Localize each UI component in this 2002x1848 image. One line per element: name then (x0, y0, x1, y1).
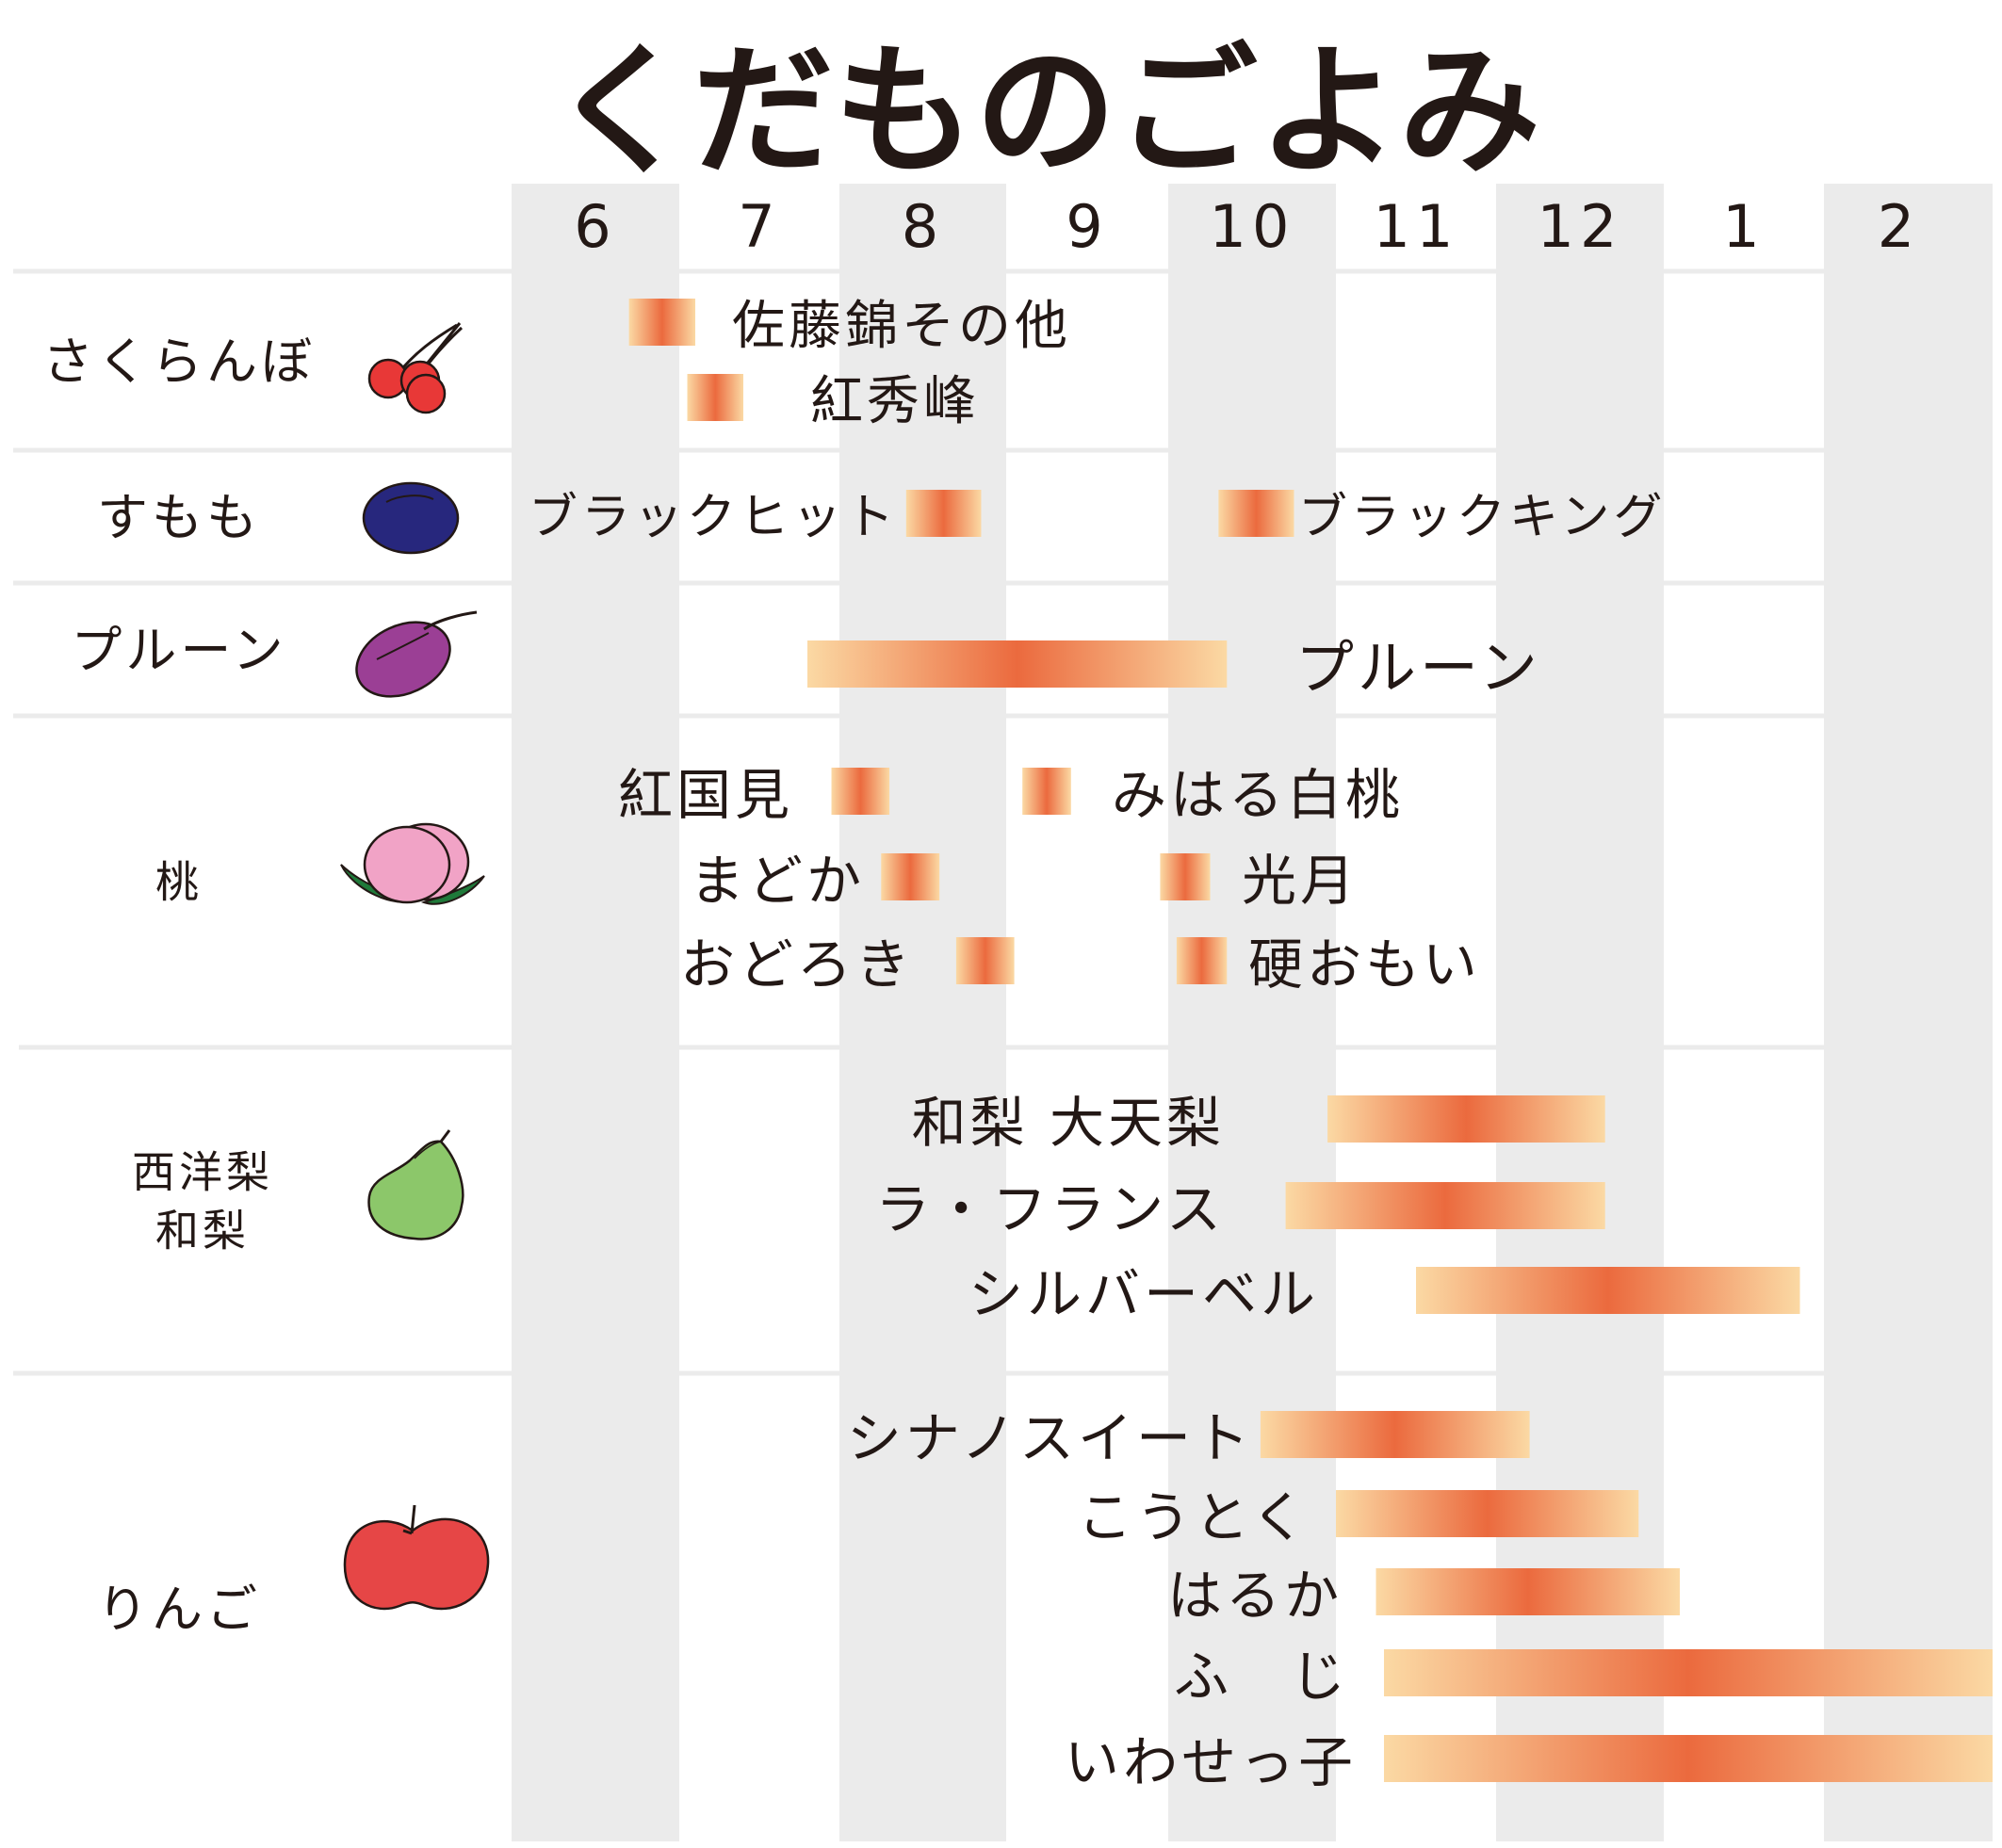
variety-label: プルーン (1295, 633, 1541, 702)
row-separator (13, 447, 1989, 453)
season-bar (955, 937, 1015, 984)
variety-label: ブラックヒット (529, 490, 898, 546)
variety-label: 佐藤錦その他 (732, 296, 1071, 357)
variety-label: いわせっ子 (1065, 1730, 1357, 1794)
season-bar (1218, 490, 1294, 537)
variety-label: シナノスイート (847, 1406, 1253, 1470)
row-separator (13, 713, 1989, 719)
apple-icon (343, 1504, 490, 1611)
variety-label: ふ じ (1174, 1645, 1349, 1709)
month-header-10: 10 (1210, 192, 1295, 261)
season-bar (1375, 1568, 1680, 1615)
month-header-6: 6 (574, 192, 616, 261)
row-separator (13, 580, 1989, 586)
chart-title: くだものごよみ (551, 30, 1540, 194)
prune-icon (355, 610, 478, 698)
season-bar (1176, 937, 1228, 984)
season-bar (1260, 1411, 1530, 1458)
plum-icon (362, 481, 460, 555)
month-header-1: 1 (1722, 192, 1765, 261)
month-header-7: 7 (738, 192, 780, 261)
season-bar (1384, 1735, 1993, 1782)
month-header-12: 12 (1538, 192, 1623, 261)
month-header-11: 11 (1374, 192, 1459, 261)
row-label-2: プルーン (71, 621, 286, 680)
variety-label: ラ・フランス (875, 1177, 1225, 1241)
season-bar (1336, 1490, 1639, 1537)
season-bar (905, 490, 982, 537)
month-header-2: 2 (1878, 192, 1920, 261)
variety-label: おどろき (680, 932, 914, 997)
variety-label: みはる白桃 (1112, 763, 1404, 827)
row-separator (13, 1370, 1989, 1376)
season-bar (1416, 1267, 1800, 1314)
season-bar (687, 374, 743, 421)
row-label-4: 和梨 (155, 1206, 250, 1256)
variety-label: 硬おもい (1248, 932, 1481, 997)
variety-label: 和梨 大天梨 (912, 1091, 1225, 1155)
row-separator (19, 1045, 1989, 1050)
row-separator (13, 268, 1989, 274)
cherry-icon (367, 322, 464, 414)
row-label-5: りんご (97, 1580, 261, 1639)
row-label-1: すもも (97, 488, 261, 547)
month-header-8: 8 (902, 192, 944, 261)
month-column-shade (1168, 184, 1336, 1841)
season-bar (807, 640, 1228, 688)
peach-icon (340, 822, 485, 905)
variety-label: ブラックキング (1298, 490, 1666, 546)
season-bar (1384, 1649, 1993, 1696)
variety-label: まどか (690, 849, 865, 913)
season-bar (628, 299, 695, 346)
pear-icon (367, 1129, 464, 1240)
season-bar (1327, 1095, 1605, 1143)
month-header-9: 9 (1066, 192, 1108, 261)
month-column-shade (1496, 184, 1664, 1841)
variety-label: こうとく (1078, 1485, 1310, 1549)
row-label-4: 西洋梨 (132, 1147, 273, 1198)
row-label-0: さくらんぼ (42, 332, 316, 391)
month-column-shade (839, 184, 1006, 1841)
month-column-shade (512, 184, 679, 1841)
season-bar (1160, 853, 1211, 900)
season-bar (1285, 1182, 1605, 1229)
season-bar (881, 853, 940, 900)
variety-label: シルバーベル (968, 1262, 1319, 1326)
season-bar (831, 768, 890, 815)
variety-label: 光月 (1242, 849, 1359, 913)
row-label-3: 桃 (155, 857, 203, 908)
variety-label: 紅国見 (618, 763, 793, 827)
season-bar (1022, 768, 1071, 815)
month-column-shade (1824, 184, 1993, 1841)
variety-label: 紅秀峰 (810, 371, 980, 432)
variety-label: はるか (1167, 1564, 1343, 1628)
